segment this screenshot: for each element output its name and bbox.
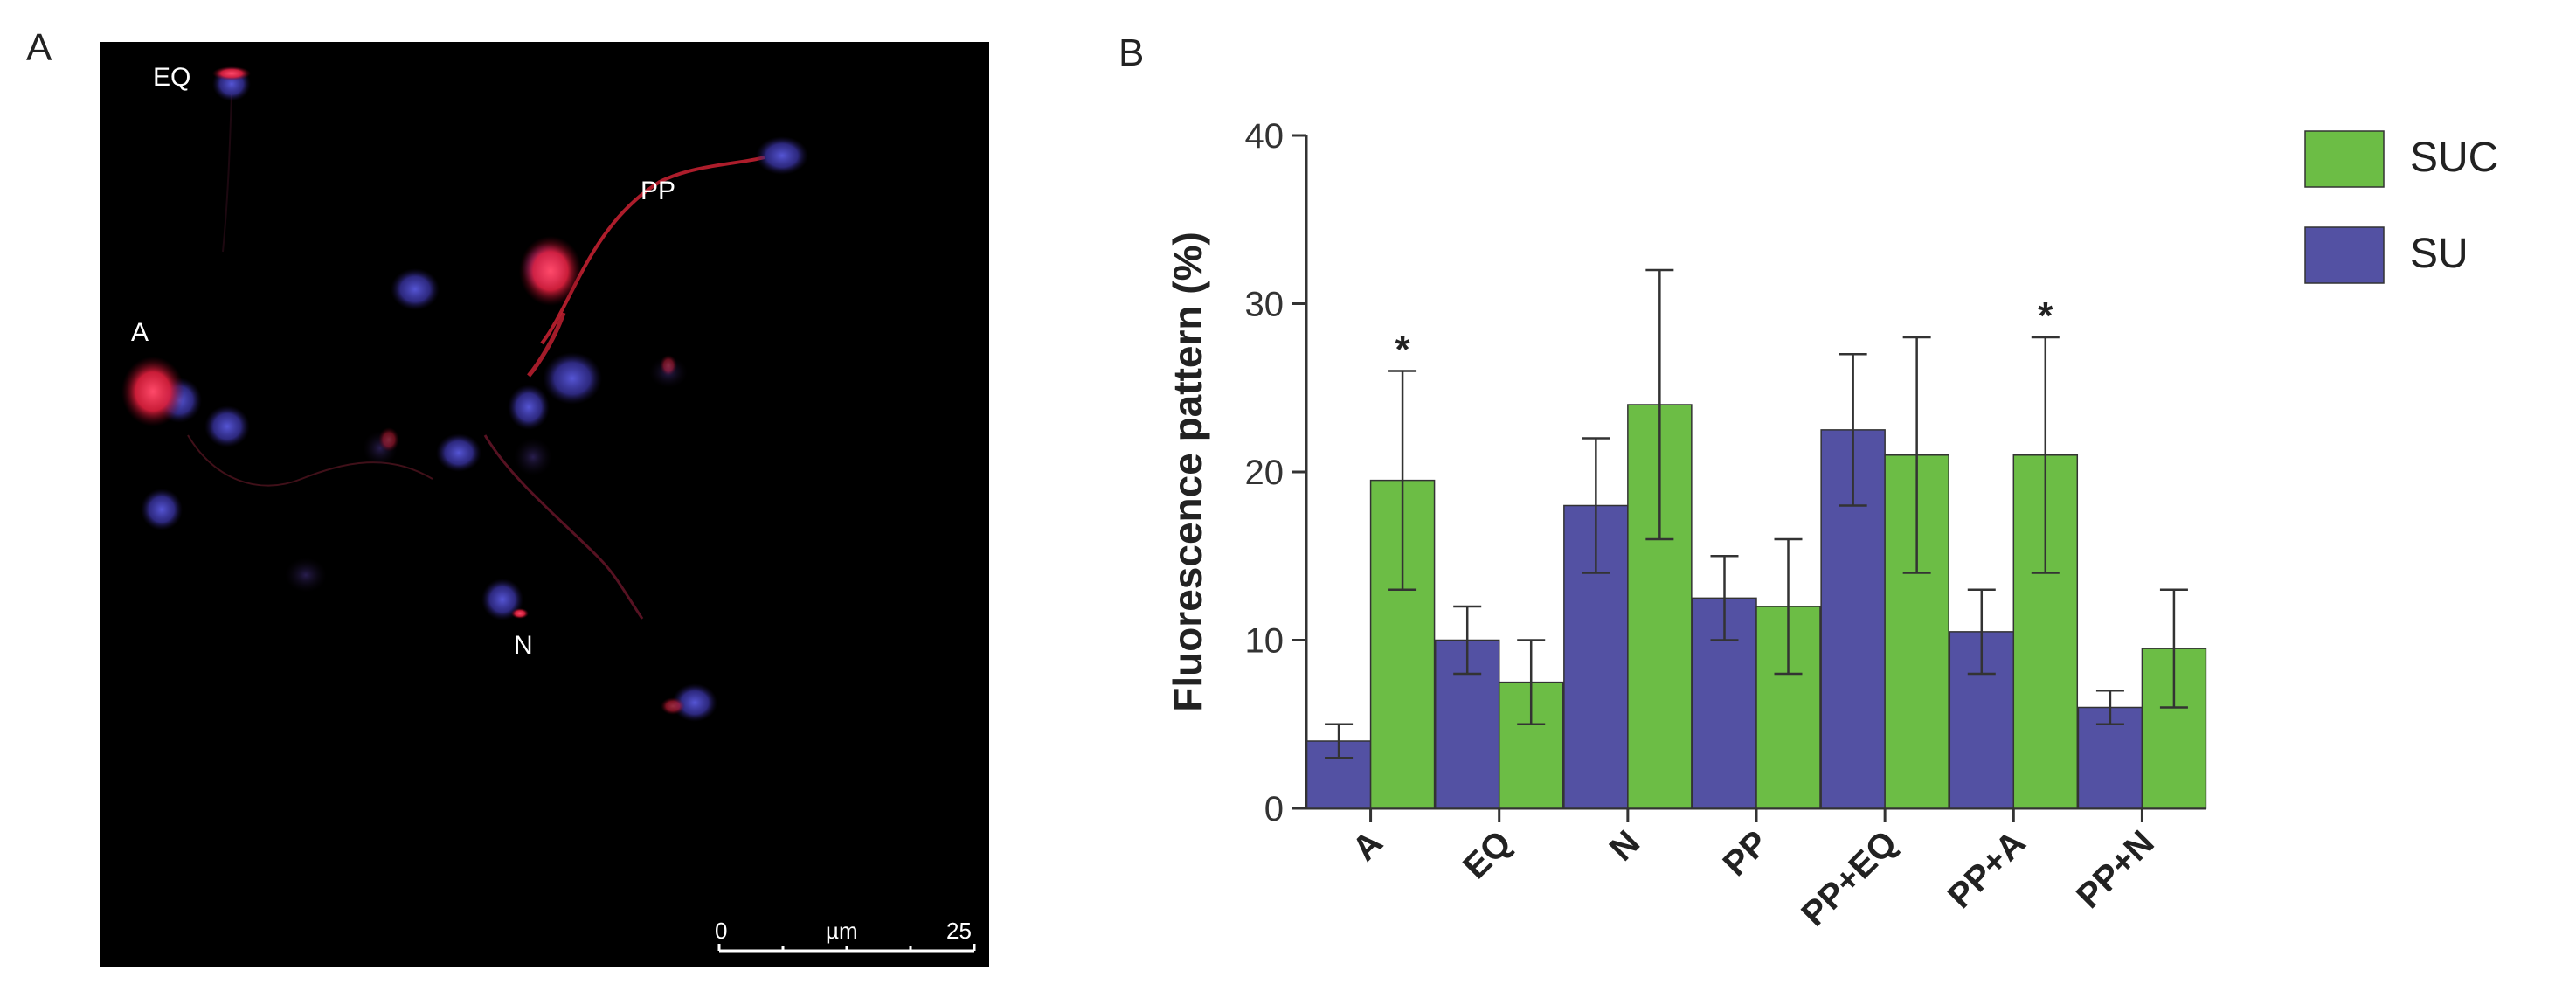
y-tick-label: 10	[1245, 622, 1285, 661]
acrosome-pp	[519, 236, 582, 306]
x-tick-label: PP	[1716, 823, 1776, 884]
bar-chart: 0 10 20 30 40 Fluorescence pattern (%) A EQ N PP P…	[1165, 117, 2498, 933]
process-eq	[222, 94, 232, 253]
significance-star: *	[1395, 329, 1411, 371]
panel-a-label: A	[26, 26, 52, 69]
acrosome-a	[121, 357, 184, 426]
process-center	[483, 434, 644, 620]
x-tick-label: PP+A	[1941, 823, 2033, 916]
acrosome-n	[511, 608, 529, 619]
panel-b-label: B	[1118, 31, 1145, 74]
nucleus	[543, 352, 602, 405]
nucleus-pp-tip	[756, 136, 808, 175]
fluorescence-micrograph: EQ PP A N 0 µm 25	[100, 42, 989, 967]
nucleus	[514, 438, 552, 476]
acrosome-eq	[212, 66, 251, 80]
scale-bar-unit: µm	[826, 918, 858, 944]
nucleus-n	[481, 579, 523, 620]
y-tick-label: 0	[1264, 790, 1284, 828]
cell-label-eq: EQ	[153, 63, 190, 92]
flagellum-pp	[540, 156, 765, 345]
y-axis-label: Fluorescence pattern (%)	[1165, 232, 1210, 712]
legend-swatch-su	[2304, 226, 2385, 284]
acrosome-dim	[660, 355, 677, 376]
process-pp-tail	[527, 312, 566, 378]
cell-label-pp: PP	[641, 177, 675, 205]
process-left	[187, 434, 433, 487]
nucleus	[141, 489, 183, 530]
x-tick-label: N	[1603, 823, 1648, 869]
nucleus	[391, 268, 440, 310]
acrosome-dim	[661, 697, 685, 715]
legend-swatch-suc	[2304, 130, 2385, 188]
significance-star: *	[2038, 295, 2053, 337]
nucleus	[672, 683, 717, 722]
legend-label-suc: SUC	[2410, 135, 2498, 181]
scale-bar: 0 µm 25	[715, 918, 976, 953]
nucleus	[204, 405, 250, 447]
bar-suc	[2141, 648, 2207, 809]
y-tick-label: 40	[1245, 117, 1285, 156]
nucleus	[508, 385, 550, 430]
scale-bar-start: 0	[715, 918, 727, 944]
x-tick-label: EQ	[1456, 823, 1519, 886]
nucleus	[285, 558, 327, 593]
bar-su	[1305, 740, 1372, 809]
nucleus	[436, 433, 481, 472]
cell-label-a: A	[131, 318, 149, 347]
x-tick-label: A	[1345, 823, 1390, 869]
x-tick-label: PP+N	[2069, 823, 2162, 916]
y-tick-label: 20	[1245, 454, 1285, 492]
acrosome-dim	[378, 427, 399, 452]
legend-label-su: SU	[2410, 231, 2469, 277]
cell-label-n: N	[514, 631, 533, 660]
y-tick-label: 30	[1245, 286, 1285, 324]
scale-bar-end: 25	[946, 918, 972, 944]
x-tick-label: PP+EQ	[1794, 823, 1904, 933]
